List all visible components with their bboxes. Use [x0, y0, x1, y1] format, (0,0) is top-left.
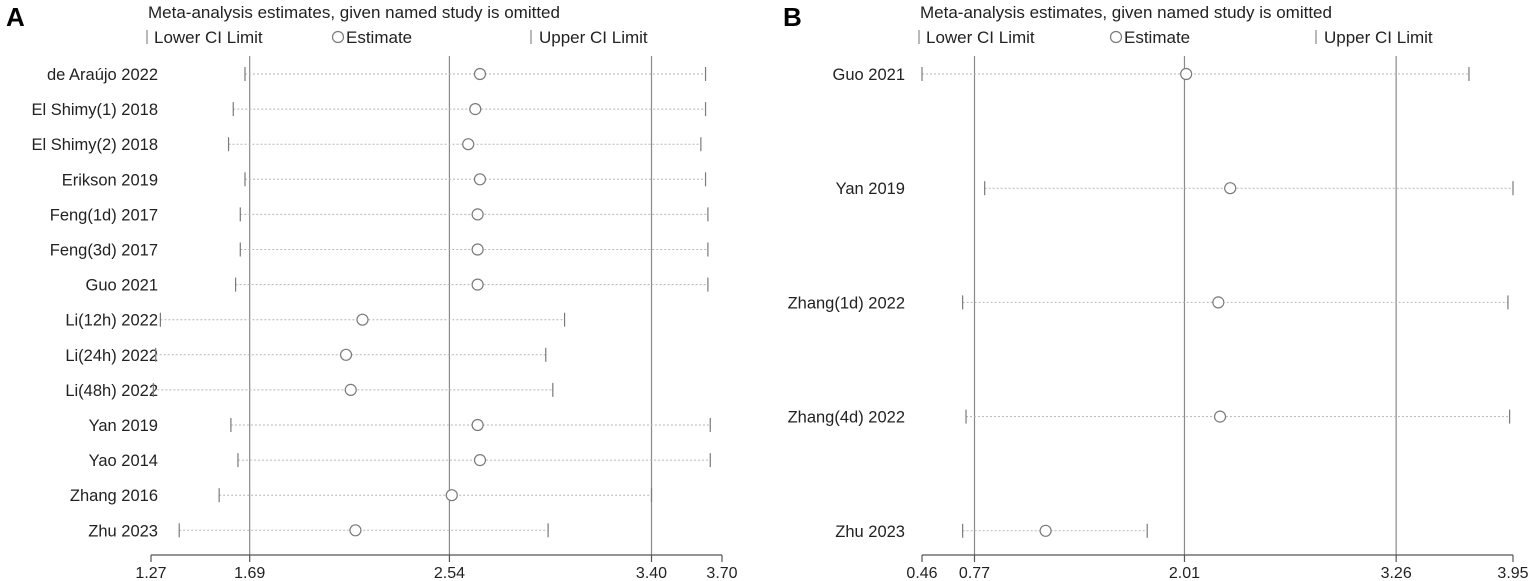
- estimate-marker: [473, 454, 487, 467]
- study-label: Li(12h) 2022: [65, 312, 158, 330]
- x-tick-label: 2.54: [434, 565, 465, 581]
- x-tick-label: 3.70: [706, 565, 737, 581]
- study-label: Li(48h) 2022: [65, 382, 158, 400]
- study-row: Zhu 2023: [88, 522, 549, 540]
- study-label: Guo 2021: [86, 277, 158, 295]
- study-row: Yao 2014: [89, 452, 711, 470]
- study-row: de Araújo 2022: [47, 66, 707, 84]
- study-row: Guo 2021: [86, 277, 709, 295]
- estimate-marker: [356, 313, 369, 326]
- estimate-marker: [471, 243, 484, 256]
- estimate-marker: [469, 102, 482, 116]
- chart-title: Meta-analysis estimates, given named stu…: [920, 3, 1332, 22]
- estimate-marker: [471, 208, 484, 221]
- study-label: Feng(1d) 2017: [50, 206, 158, 224]
- legend: Lower CI Limit Estimate Upper CI Limit: [918, 28, 1433, 47]
- study-label: El Shimy(1) 2018: [31, 101, 158, 119]
- x-tick-label: 3.40: [636, 565, 667, 581]
- estimate-marker: [445, 489, 458, 502]
- x-tick-label: 1.69: [234, 565, 265, 581]
- study-row: El Shimy(1) 2018: [31, 101, 707, 119]
- estimate-marker: [1224, 182, 1237, 195]
- study-row: Feng(3d) 2017: [50, 242, 709, 260]
- study-row: Feng(1d) 2017: [50, 206, 709, 224]
- study-label: Yan 2019: [89, 417, 158, 435]
- study-row: Zhu 2023: [835, 523, 1148, 541]
- study-label: El Shimy(2) 2018: [31, 136, 158, 154]
- study-row: Yan 2019: [836, 180, 1514, 198]
- x-tick-label: 3.26: [1381, 565, 1412, 581]
- estimate-marker: [1213, 410, 1227, 423]
- study-row: Guo 2021: [833, 66, 1470, 84]
- study-row: Zhang(1d) 2022: [788, 294, 1509, 312]
- study-label: Zhang(4d) 2022: [788, 409, 905, 427]
- legend-lower-label: Lower CI Limit: [154, 28, 263, 47]
- estimate-marker: [473, 67, 487, 81]
- study-row: Zhang 2016: [70, 487, 653, 505]
- estimate-marker: [339, 348, 353, 361]
- study-label: Zhu 2023: [88, 522, 158, 540]
- x-axis: 0.46 0.77 2.01 3.26 3.95: [906, 554, 1529, 581]
- study-label: de Araújo 2022: [47, 66, 158, 84]
- panel-letter: B: [783, 2, 802, 32]
- study-row: El Shimy(2) 2018: [31, 136, 702, 154]
- estimate-marker: [462, 138, 475, 151]
- legend-estimate-label: Estimate: [346, 28, 412, 47]
- x-tick-label: 1.27: [135, 565, 166, 581]
- study-label: Yan 2019: [836, 180, 905, 198]
- study-label: Zhang(1d) 2022: [788, 294, 905, 312]
- estimate-marker: [1180, 67, 1193, 81]
- legend-lower-label: Lower CI Limit: [926, 28, 1035, 47]
- estimate-marker: [1039, 524, 1052, 537]
- x-axis: 1.27 1.69 2.54 3.40 3.70: [135, 554, 738, 581]
- study-label: Yao 2014: [89, 452, 158, 470]
- study-label: Li(24h) 2022: [65, 347, 158, 365]
- estimate-marker: [349, 524, 362, 537]
- study-label: Erikson 2019: [62, 171, 158, 189]
- legend: Lower CI Limit Estimate Upper CI Limit: [146, 28, 648, 47]
- study-row: Li(48h) 2022: [65, 382, 554, 400]
- forest-panel-a: A Meta-analysis estimates, given named st…: [6, 2, 738, 581]
- legend-estimate-marker: [331, 30, 345, 44]
- study-label: Zhang 2016: [70, 487, 158, 505]
- estimate-marker: [473, 173, 487, 186]
- estimate-marker: [471, 418, 484, 432]
- x-tick-label: 3.95: [1497, 565, 1528, 581]
- study-row: Erikson 2019: [62, 171, 707, 189]
- study-row: Zhang(4d) 2022: [788, 409, 1511, 427]
- study-row: Li(12h) 2022: [65, 312, 566, 330]
- estimate-marker: [1212, 296, 1225, 309]
- panel-letter: A: [6, 2, 25, 32]
- study-label: Zhu 2023: [835, 523, 905, 541]
- forest-panel-b: B Meta-analysis estimates, given named st…: [783, 2, 1529, 581]
- study-label: Feng(3d) 2017: [50, 242, 158, 260]
- x-tick-label: 0.46: [906, 565, 937, 581]
- study-row: Yan 2019: [89, 417, 711, 435]
- x-tick-label: 2.01: [1169, 565, 1200, 581]
- legend-upper-label: Upper CI Limit: [539, 28, 648, 47]
- estimate-marker: [471, 278, 484, 291]
- study-label: Guo 2021: [833, 66, 905, 84]
- legend-upper-label: Upper CI Limit: [1324, 28, 1433, 47]
- x-tick-label: 0.77: [959, 565, 990, 581]
- study-row: Li(24h) 2022: [65, 347, 547, 365]
- chart-title: Meta-analysis estimates, given named stu…: [148, 3, 560, 22]
- legend-estimate-marker: [1109, 30, 1123, 44]
- legend-estimate-label: Estimate: [1124, 28, 1190, 47]
- estimate-marker: [344, 383, 357, 396]
